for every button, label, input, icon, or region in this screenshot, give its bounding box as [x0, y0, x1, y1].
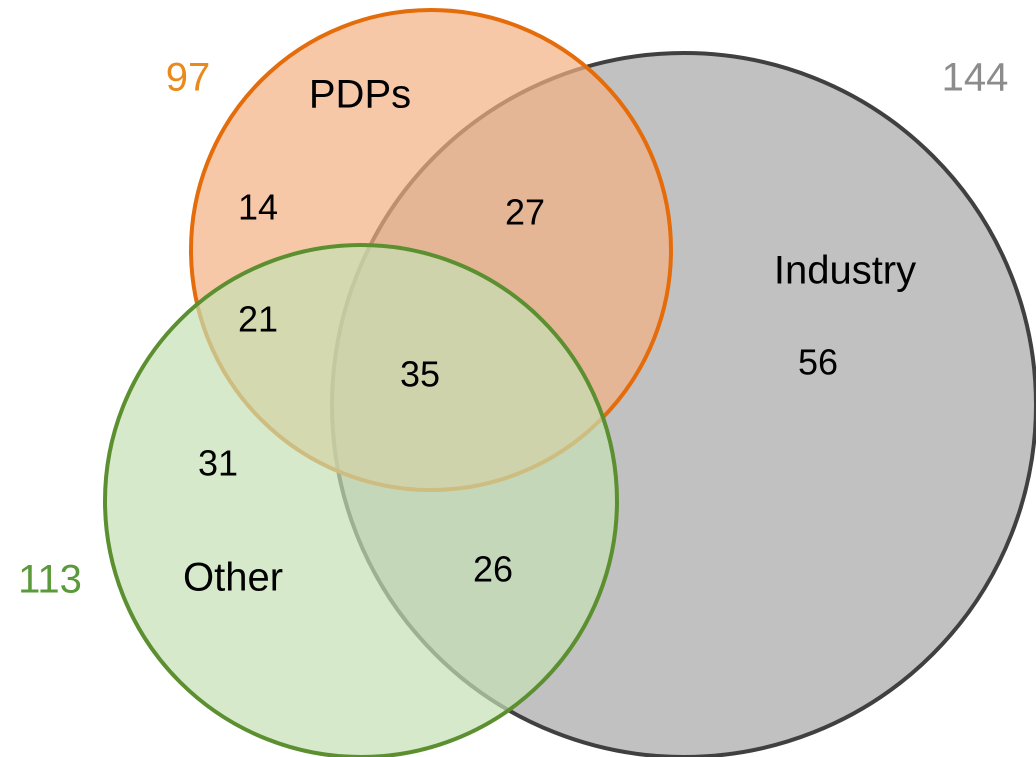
- region-count: 31: [198, 443, 238, 484]
- region-count: 35: [400, 354, 440, 395]
- set-total: 144: [942, 56, 1009, 100]
- set-name: Other: [183, 556, 283, 600]
- set-total: 97: [166, 56, 211, 100]
- set-circle: [103, 243, 619, 757]
- region-count: 27: [505, 192, 545, 233]
- set-name: Industry: [774, 249, 916, 293]
- region-count: 14: [238, 187, 278, 228]
- set-total: 113: [18, 558, 82, 602]
- set-name: PDPs: [309, 73, 411, 117]
- region-count: 56: [798, 342, 838, 383]
- region-count: 26: [473, 549, 513, 590]
- region-count: 21: [238, 299, 278, 340]
